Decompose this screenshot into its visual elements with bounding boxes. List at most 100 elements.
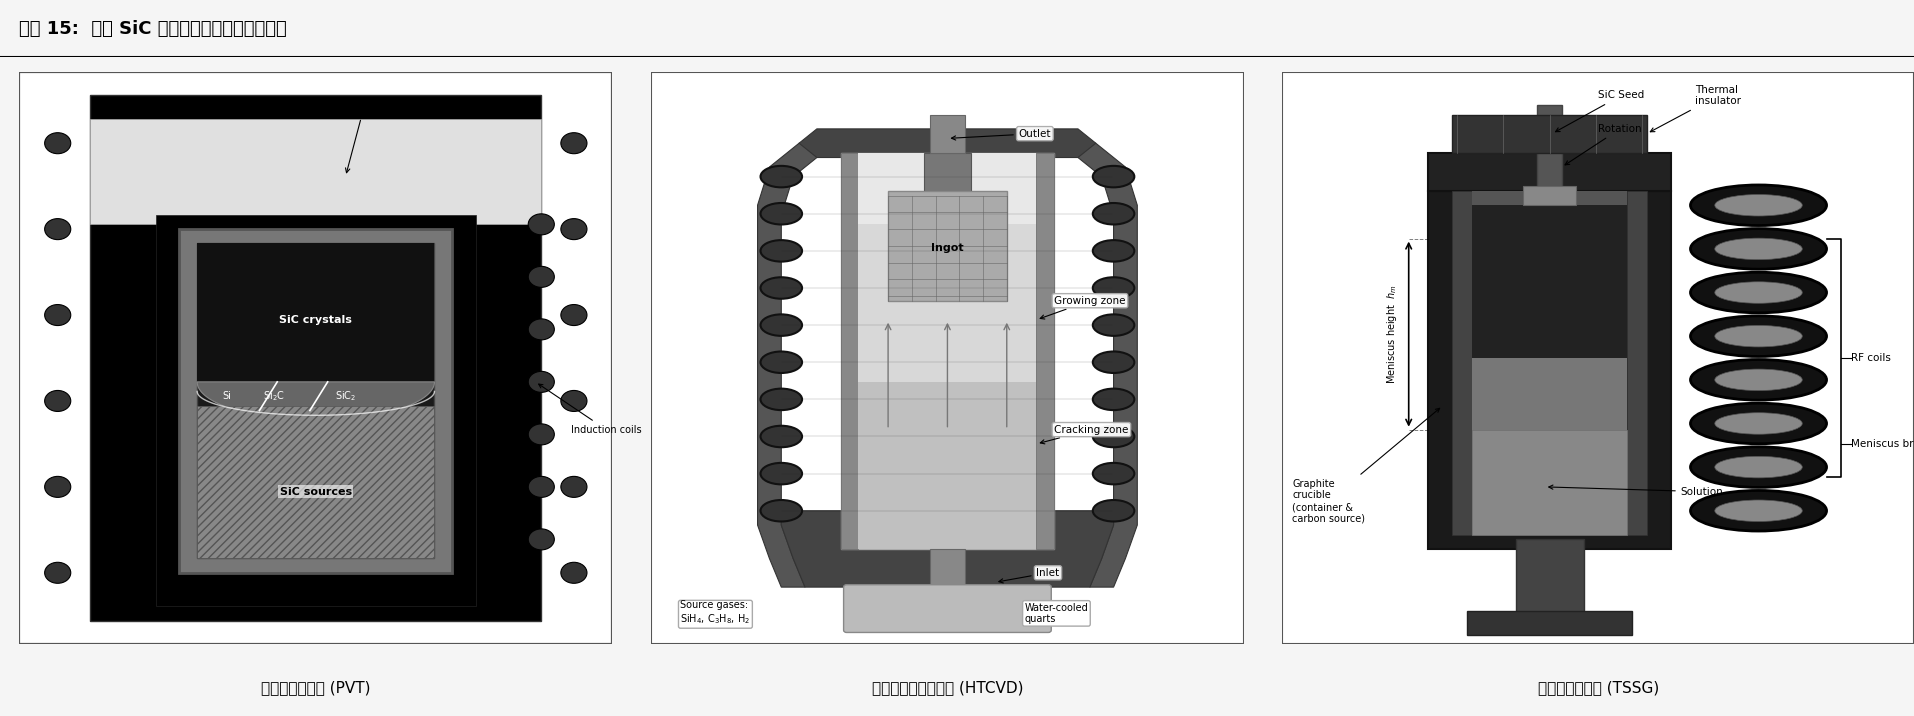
Text: SiC$_2$: SiC$_2$	[335, 390, 356, 403]
Ellipse shape	[760, 500, 802, 521]
Bar	[1428, 153, 1671, 191]
Text: Cracking zone: Cracking zone	[1041, 425, 1129, 444]
Bar	[859, 224, 1037, 382]
Ellipse shape	[1093, 240, 1135, 261]
Text: Outlet: Outlet	[951, 129, 1051, 140]
Text: Rotation: Rotation	[1566, 124, 1642, 165]
Bar	[90, 120, 542, 224]
Bar	[180, 229, 452, 573]
Bar	[197, 243, 434, 382]
Ellipse shape	[760, 426, 802, 448]
Ellipse shape	[1715, 500, 1803, 521]
Text: Water-cooled
quarts: Water-cooled quarts	[1024, 603, 1089, 624]
Bar	[90, 95, 542, 621]
Bar	[888, 191, 1007, 301]
Circle shape	[528, 266, 555, 287]
Bar	[840, 153, 859, 549]
Circle shape	[44, 562, 71, 584]
Text: Inlet: Inlet	[999, 568, 1060, 583]
Text: Si: Si	[222, 391, 232, 401]
Ellipse shape	[1690, 403, 1826, 444]
Ellipse shape	[1690, 490, 1826, 531]
Bar	[1472, 358, 1627, 430]
Text: Meniscus height  $h_m$: Meniscus height $h_m$	[1386, 284, 1399, 384]
Polygon shape	[758, 143, 817, 587]
Ellipse shape	[1690, 185, 1826, 226]
Bar	[1472, 205, 1627, 358]
Circle shape	[561, 390, 588, 412]
Polygon shape	[800, 129, 1097, 158]
Ellipse shape	[1715, 326, 1803, 347]
Circle shape	[528, 529, 555, 550]
Ellipse shape	[1093, 277, 1135, 299]
Text: Solution: Solution	[1548, 485, 1723, 497]
Text: Graphite Felts: Graphite Felts	[323, 105, 402, 173]
Circle shape	[561, 304, 588, 326]
Ellipse shape	[1093, 314, 1135, 336]
Circle shape	[44, 476, 71, 498]
Ellipse shape	[760, 203, 802, 225]
Bar	[1037, 153, 1055, 549]
Bar	[924, 153, 970, 191]
Text: Meniscus bridge: Meniscus bridge	[1851, 439, 1914, 449]
Ellipse shape	[760, 240, 802, 261]
Text: Growing zone: Growing zone	[1039, 296, 1125, 319]
Text: RF coils: RF coils	[1851, 353, 1891, 363]
Text: Si$_2$C: Si$_2$C	[264, 390, 285, 403]
Bar	[197, 406, 434, 558]
Ellipse shape	[1093, 203, 1135, 225]
Ellipse shape	[1715, 412, 1803, 434]
Ellipse shape	[1715, 456, 1803, 478]
Circle shape	[528, 424, 555, 445]
Polygon shape	[1078, 143, 1137, 587]
Ellipse shape	[1715, 282, 1803, 304]
Bar	[859, 153, 1037, 549]
Circle shape	[44, 132, 71, 154]
Bar	[859, 382, 1037, 549]
Bar	[155, 215, 477, 606]
Bar	[1537, 105, 1562, 191]
Bar	[930, 549, 965, 596]
Circle shape	[561, 562, 588, 584]
Ellipse shape	[760, 277, 802, 299]
Ellipse shape	[1715, 195, 1803, 216]
Bar	[1453, 115, 1646, 153]
Ellipse shape	[1093, 463, 1135, 484]
Bar	[1524, 186, 1577, 205]
Text: Graphite
crucible
(container &
carbon source): Graphite crucible (container & carbon so…	[1292, 408, 1439, 523]
Text: 高温化学气相沉积法 (HTCVD): 高温化学气相沉积法 (HTCVD)	[871, 680, 1024, 695]
Bar	[930, 115, 965, 153]
Text: 图表 15:  三种 SiC 单晶生长技术的原理示意图: 图表 15: 三种 SiC 单晶生长技术的原理示意图	[19, 19, 287, 38]
Ellipse shape	[760, 352, 802, 373]
Ellipse shape	[1690, 228, 1826, 269]
Text: SiC Seed: SiC Seed	[1556, 90, 1644, 132]
Text: SiC sources: SiC sources	[279, 487, 352, 497]
Text: 顶部籽晶溶熔法 (TSSG): 顶部籽晶溶熔法 (TSSG)	[1537, 680, 1659, 695]
Bar	[197, 243, 434, 558]
Text: Ingot: Ingot	[930, 243, 965, 253]
Text: SiC crystals: SiC crystals	[279, 315, 352, 325]
Polygon shape	[197, 382, 434, 420]
Circle shape	[44, 304, 71, 326]
Circle shape	[528, 214, 555, 235]
Bar	[1453, 191, 1472, 535]
Ellipse shape	[1715, 369, 1803, 390]
Ellipse shape	[1715, 238, 1803, 260]
Circle shape	[44, 390, 71, 412]
Polygon shape	[781, 511, 1114, 587]
Ellipse shape	[1093, 500, 1135, 521]
Bar	[1428, 191, 1671, 549]
Ellipse shape	[1093, 389, 1135, 410]
Bar	[1472, 430, 1627, 535]
Ellipse shape	[1690, 447, 1826, 488]
Ellipse shape	[1093, 166, 1135, 188]
Ellipse shape	[760, 389, 802, 410]
Circle shape	[44, 218, 71, 240]
Bar	[840, 153, 1055, 549]
Circle shape	[528, 372, 555, 392]
Text: Source gases:
SiH$_4$, C$_3$H$_8$, H$_2$: Source gases: SiH$_4$, C$_3$H$_8$, H$_2$	[681, 601, 750, 626]
Ellipse shape	[1690, 272, 1826, 313]
Bar	[1627, 191, 1646, 535]
FancyBboxPatch shape	[844, 585, 1051, 632]
Ellipse shape	[1690, 316, 1826, 357]
